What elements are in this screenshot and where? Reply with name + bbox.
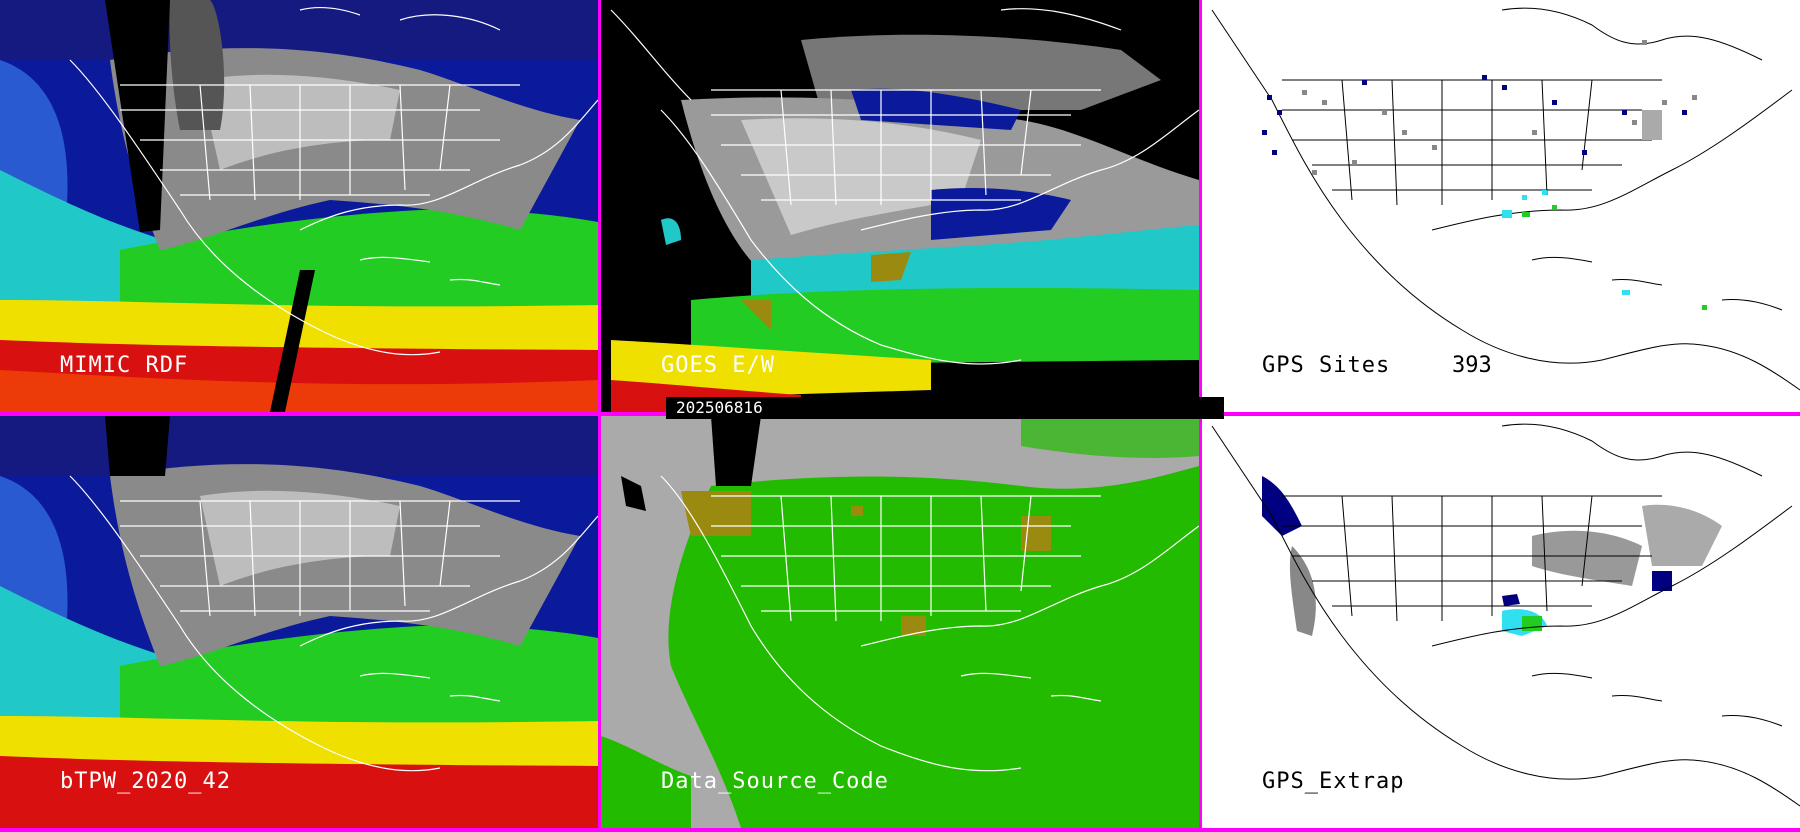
panel-label: GPS_Extrap — [1262, 769, 1405, 794]
panel-mimic-rdf: MIMIC RDF — [0, 0, 598, 412]
panel-label: Data_Source_Code — [661, 769, 889, 794]
panel-goes: GOES E/W — [601, 0, 1199, 412]
gps-site-count: 393 — [1452, 353, 1492, 378]
data-source-map-image — [601, 416, 1199, 828]
gps-sites-map-image — [1202, 0, 1800, 412]
goes-map-image — [601, 0, 1199, 412]
panel-data-source-code: Data_Source_Code — [601, 416, 1199, 828]
panel-label: GOES E/W — [661, 353, 775, 378]
timestamp-bar: 202506816 — [666, 397, 1224, 419]
panel-label: MIMIC RDF — [60, 353, 189, 378]
panel-label: bTPW_2020_42 — [60, 769, 231, 794]
btpw-map-image — [0, 416, 598, 828]
panel-label: GPS Sites — [1262, 353, 1391, 378]
panel-btpw: bTPW_2020_42 — [0, 416, 598, 828]
panel-gps-extrap: GPS_Extrap — [1202, 416, 1800, 828]
mimic-map-image — [0, 0, 598, 412]
panel-gps-sites: GPS Sites 393 — [1202, 0, 1800, 412]
gps-extrap-map-image — [1202, 416, 1800, 828]
